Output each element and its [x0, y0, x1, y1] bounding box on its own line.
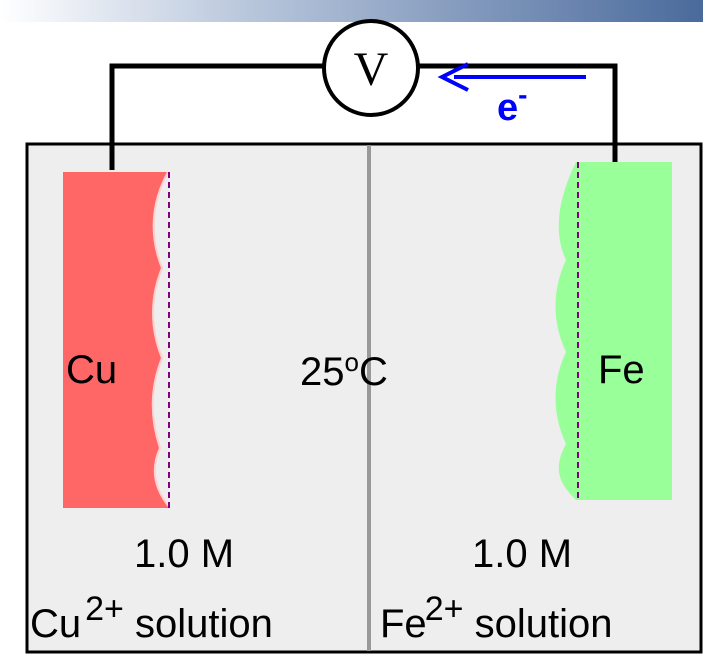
copper-electrode: [63, 172, 170, 508]
voltmeter: [322, 19, 420, 117]
external-wire-right: [418, 63, 618, 162]
electron-label: e-: [497, 79, 527, 129]
iron-electrode: [555, 162, 672, 500]
iron-label: Fe: [598, 348, 645, 392]
right-solution-word: solution: [474, 602, 613, 646]
right-solution-label: Fe2+ solution: [380, 592, 613, 646]
right-concentration: 1.0 M: [472, 532, 573, 576]
temperature-value: 25: [300, 350, 345, 394]
left-solution-word: solution: [135, 602, 273, 646]
left-ion-charge: 2+: [85, 590, 124, 628]
left-ion: Cu: [30, 602, 82, 646]
header-bar: [0, 0, 703, 22]
degree-mark: o: [344, 347, 359, 377]
left-solution-label: Cu 2+ solution: [30, 592, 273, 646]
right-ion: Fe: [380, 602, 427, 646]
copper-corroded-edge: [151, 171, 171, 509]
right-ion-charge: 2+: [424, 590, 464, 628]
voltmeter-symbol: V: [354, 43, 389, 96]
left-concentration: 1.0 M: [134, 532, 235, 576]
external-wire: [109, 63, 330, 170]
copper-label: Cu: [66, 348, 118, 392]
temperature-unit: C: [358, 350, 388, 394]
temperature-label: 25oC: [300, 349, 388, 394]
electron-arrow-head: [437, 62, 469, 92]
